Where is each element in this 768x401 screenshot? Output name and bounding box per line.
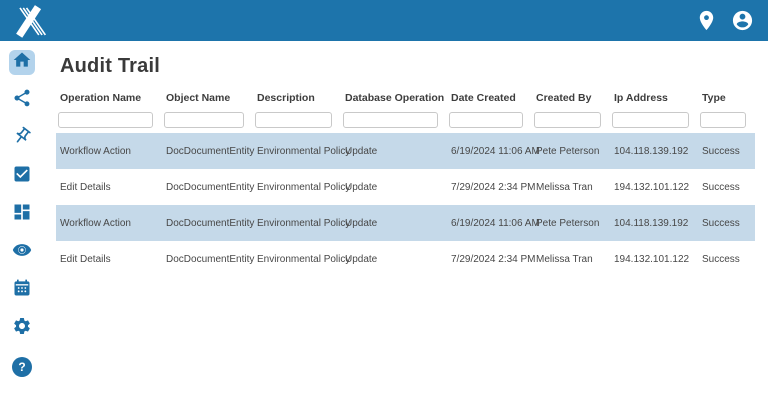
cell-date-created: 6/19/2024 11:06 AM — [451, 217, 540, 229]
filter-input-ip-address[interactable] — [612, 111, 689, 128]
cell-object-name: DocDocumentEntity — [166, 145, 255, 157]
cell-created-by: Pete Peterson — [536, 217, 600, 229]
cell-ip-address: 194.132.101.122 — [614, 181, 690, 193]
filter-input-type[interactable] — [700, 111, 746, 128]
cell-object-name: DocDocumentEntity — [166, 217, 255, 229]
sidebar-item-pin[interactable] — [9, 126, 35, 151]
sidebar-item-calendar[interactable] — [9, 278, 35, 303]
cell-type: Success — [702, 181, 740, 193]
cell-created-by: Pete Peterson — [536, 145, 600, 157]
sidebar-item-help[interactable]: ? — [9, 354, 35, 379]
cell-operation-name: Edit Details — [60, 253, 111, 265]
cell-object-name: DocDocumentEntity — [166, 253, 255, 265]
checkbox-icon — [12, 164, 32, 189]
eye-icon — [12, 240, 32, 265]
cell-date-created: 6/19/2024 11:06 AM — [451, 145, 540, 157]
cell-ip-address: 104.118.139.192 — [614, 217, 689, 229]
share-icon — [12, 88, 32, 113]
top-bar — [0, 0, 768, 41]
column-header-created-by[interactable]: Created By — [536, 92, 592, 104]
sidebar-item-home[interactable] — [9, 50, 35, 75]
cell-description: Environmental Policy — [257, 181, 351, 193]
help-icon: ? — [12, 356, 32, 377]
cell-description: Environmental Policy — [257, 145, 351, 157]
sidebar-item-tasks[interactable] — [9, 164, 35, 189]
table-row[interactable]: Workflow Action DocDocumentEntity Enviro… — [56, 133, 755, 169]
cell-object-name: DocDocumentEntity — [166, 181, 255, 193]
cell-type: Success — [702, 253, 740, 265]
sidebar-item-view[interactable] — [9, 240, 35, 265]
cell-type: Success — [702, 145, 740, 157]
column-header-date-created[interactable]: Date Created — [451, 92, 516, 104]
cell-created-by: Melissa Tran — [536, 181, 593, 193]
cell-operation-name: Edit Details — [60, 181, 111, 193]
cell-ip-address: 104.118.139.192 — [614, 145, 689, 157]
column-header-ip-address[interactable]: Ip Address — [614, 92, 668, 104]
table-filter-row — [56, 109, 755, 133]
filter-input-created-by[interactable] — [534, 111, 601, 128]
cell-database-operation: Update — [345, 145, 378, 157]
home-icon — [12, 50, 32, 75]
calendar-icon — [12, 278, 32, 303]
sidebar-nav: ? — [0, 41, 44, 401]
filter-input-operation-name[interactable] — [58, 111, 153, 128]
cell-database-operation: Update — [345, 181, 378, 193]
cell-database-operation: Update — [345, 217, 378, 229]
column-header-description[interactable]: Description — [257, 92, 315, 104]
cell-operation-name: Workflow Action — [60, 145, 131, 157]
table-row[interactable]: Workflow Action DocDocumentEntity Enviro… — [56, 205, 755, 241]
page-title: Audit Trail — [60, 55, 160, 77]
column-header-operation-name[interactable]: Operation Name — [60, 92, 142, 104]
table-header-row: Operation Name Object Name Description D… — [56, 87, 755, 109]
location-pin-icon[interactable] — [694, 8, 719, 33]
sidebar-item-settings[interactable] — [9, 316, 35, 341]
topbar-actions — [694, 8, 755, 33]
filter-input-date-created[interactable] — [449, 111, 523, 128]
filter-input-object-name[interactable] — [164, 111, 244, 128]
cell-created-by: Melissa Tran — [536, 253, 593, 265]
gear-icon — [12, 316, 32, 341]
cell-ip-address: 194.132.101.122 — [614, 253, 690, 265]
cell-description: Environmental Policy — [257, 217, 351, 229]
filter-input-database-operation[interactable] — [343, 111, 438, 128]
audit-trail-table: Operation Name Object Name Description D… — [56, 87, 755, 277]
sidebar-item-dashboard[interactable] — [9, 202, 35, 227]
brand-x-logo[interactable] — [9, 2, 49, 40]
column-header-object-name[interactable]: Object Name — [166, 92, 231, 104]
cell-type: Success — [702, 217, 740, 229]
sidebar-item-share[interactable] — [9, 88, 35, 113]
table-row[interactable]: Edit Details DocDocumentEntity Environme… — [56, 241, 755, 277]
main-content: Audit Trail Operation Name Object Name D… — [44, 41, 768, 401]
table-row[interactable]: Edit Details DocDocumentEntity Environme… — [56, 169, 755, 205]
column-header-type[interactable]: Type — [702, 92, 726, 104]
cell-date-created: 7/29/2024 2:34 PM — [451, 253, 536, 265]
dashboard-icon — [12, 202, 32, 227]
cell-date-created: 7/29/2024 2:34 PM — [451, 181, 536, 193]
pushpin-icon — [12, 126, 32, 151]
filter-input-description[interactable] — [255, 111, 332, 128]
column-header-database-operation[interactable]: Database Operation — [345, 92, 445, 104]
cell-database-operation: Update — [345, 253, 378, 265]
account-icon[interactable] — [730, 8, 755, 33]
cell-description: Environmental Policy — [257, 253, 351, 265]
cell-operation-name: Workflow Action — [60, 217, 131, 229]
